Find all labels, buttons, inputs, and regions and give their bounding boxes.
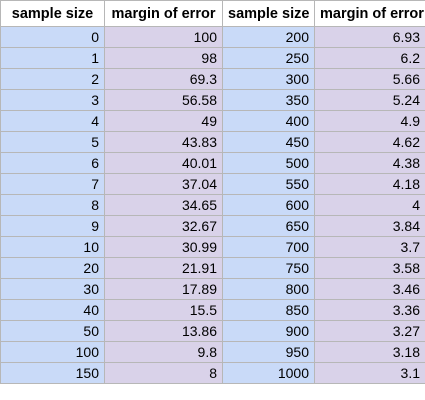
margin-of-error-cell[interactable]: 15.5: [104, 299, 223, 321]
table-row: 50 13.86 900 3.27: [0, 320, 425, 342]
sample-size-cell[interactable]: 30: [0, 278, 105, 300]
margin-of-error-cell[interactable]: 13.86: [104, 320, 223, 342]
sample-size-cell[interactable]: 600: [222, 194, 315, 216]
margin-of-error-cell[interactable]: 17.89: [104, 278, 223, 300]
margin-of-error-cell[interactable]: 6.2: [314, 47, 425, 69]
margin-of-error-cell[interactable]: 69.3: [104, 68, 223, 90]
sample-size-cell[interactable]: 3: [0, 89, 105, 111]
margin-of-error-cell[interactable]: 32.67: [104, 215, 223, 237]
sample-size-cell[interactable]: 200: [222, 26, 315, 48]
sample-size-cell[interactable]: 300: [222, 68, 315, 90]
margin-of-error-cell[interactable]: 4.18: [314, 173, 425, 195]
sample-size-cell[interactable]: 800: [222, 278, 315, 300]
margin-of-error-cell[interactable]: 3.7: [314, 236, 425, 258]
sample-size-cell[interactable]: 4: [0, 110, 105, 132]
table-row: 5 43.83 450 4.62: [0, 131, 425, 153]
margin-of-error-cell[interactable]: 37.04: [104, 173, 223, 195]
margin-of-error-cell[interactable]: 100: [104, 26, 223, 48]
margin-of-error-cell[interactable]: 5.66: [314, 68, 425, 90]
margin-of-error-cell[interactable]: 4: [314, 194, 425, 216]
table-row: 2 69.3 300 5.66: [0, 68, 425, 90]
header-sample-size-1[interactable]: sample size: [0, 0, 105, 27]
margin-of-error-cell[interactable]: 4.9: [314, 110, 425, 132]
margin-of-error-cell[interactable]: 4.62: [314, 131, 425, 153]
sample-size-cell[interactable]: 1000: [222, 362, 315, 384]
margin-of-error-cell[interactable]: 8: [104, 362, 223, 384]
margin-of-error-cell[interactable]: 3.18: [314, 341, 425, 363]
margin-of-error-cell[interactable]: 3.46: [314, 278, 425, 300]
sample-size-cell[interactable]: 550: [222, 173, 315, 195]
sample-size-cell[interactable]: 850: [222, 299, 315, 321]
sample-size-cell[interactable]: 20: [0, 257, 105, 279]
sample-size-cell[interactable]: 100: [0, 341, 105, 363]
margin-of-error-cell[interactable]: 3.84: [314, 215, 425, 237]
sample-size-cell[interactable]: 150: [0, 362, 105, 384]
margin-of-error-cell[interactable]: 3.36: [314, 299, 425, 321]
table-row: 150 8 1000 3.1: [0, 362, 425, 384]
sample-size-cell[interactable]: 700: [222, 236, 315, 258]
table-row: 100 9.8 950 3.18: [0, 341, 425, 363]
margin-of-error-cell[interactable]: 9.8: [104, 341, 223, 363]
margin-of-error-cell[interactable]: 43.83: [104, 131, 223, 153]
sample-size-cell[interactable]: 650: [222, 215, 315, 237]
spreadsheet-table: sample size margin of error sample size …: [0, 0, 425, 384]
table-row: 4 49 400 4.9: [0, 110, 425, 132]
sample-size-cell[interactable]: 9: [0, 215, 105, 237]
margin-of-error-cell[interactable]: 3.1: [314, 362, 425, 384]
header-row: sample size margin of error sample size …: [0, 0, 425, 27]
sample-size-cell[interactable]: 950: [222, 341, 315, 363]
table-row: 6 40.01 500 4.38: [0, 152, 425, 174]
sample-size-cell[interactable]: 50: [0, 320, 105, 342]
table-row: 10 30.99 700 3.7: [0, 236, 425, 258]
sample-size-cell[interactable]: 450: [222, 131, 315, 153]
margin-of-error-cell[interactable]: 49: [104, 110, 223, 132]
table-row: 9 32.67 650 3.84: [0, 215, 425, 237]
sample-size-cell[interactable]: 500: [222, 152, 315, 174]
sample-size-cell[interactable]: 40: [0, 299, 105, 321]
margin-of-error-cell[interactable]: 21.91: [104, 257, 223, 279]
header-margin-of-error-1[interactable]: margin of error: [104, 0, 223, 27]
sample-size-cell[interactable]: 350: [222, 89, 315, 111]
sample-size-cell[interactable]: 8: [0, 194, 105, 216]
margin-of-error-cell[interactable]: 56.58: [104, 89, 223, 111]
table-row: 1 98 250 6.2: [0, 47, 425, 69]
sample-size-cell[interactable]: 2: [0, 68, 105, 90]
sample-size-cell[interactable]: 750: [222, 257, 315, 279]
margin-of-error-cell[interactable]: 34.65: [104, 194, 223, 216]
margin-of-error-cell[interactable]: 4.38: [314, 152, 425, 174]
sample-size-cell[interactable]: 6: [0, 152, 105, 174]
margin-of-error-cell[interactable]: 30.99: [104, 236, 223, 258]
margin-of-error-cell[interactable]: 3.27: [314, 320, 425, 342]
table-header: sample size margin of error sample size …: [0, 0, 425, 27]
sample-size-cell[interactable]: 1: [0, 47, 105, 69]
sample-size-cell[interactable]: 10: [0, 236, 105, 258]
table-row: 40 15.5 850 3.36: [0, 299, 425, 321]
sample-size-cell[interactable]: 400: [222, 110, 315, 132]
margin-of-error-cell[interactable]: 40.01: [104, 152, 223, 174]
header-sample-size-2[interactable]: sample size: [222, 0, 315, 27]
table-row: 3 56.58 350 5.24: [0, 89, 425, 111]
table-row: 30 17.89 800 3.46: [0, 278, 425, 300]
sample-size-cell[interactable]: 900: [222, 320, 315, 342]
table-row: 20 21.91 750 3.58: [0, 257, 425, 279]
sample-size-cell[interactable]: 250: [222, 47, 315, 69]
table-row: 8 34.65 600 4: [0, 194, 425, 216]
margin-of-error-cell[interactable]: 5.24: [314, 89, 425, 111]
header-margin-of-error-2[interactable]: margin of error: [314, 0, 425, 27]
table-body: 0 100 200 6.93 1 98 250 6.2 2 69.3 300 5.66 3 56.58 35…: [0, 26, 425, 384]
table-row: 0 100 200 6.93: [0, 26, 425, 48]
margin-of-error-cell[interactable]: 6.93: [314, 26, 425, 48]
table-row: 7 37.04 550 4.18: [0, 173, 425, 195]
sample-size-cell[interactable]: 7: [0, 173, 105, 195]
margin-of-error-cell[interactable]: 3.58: [314, 257, 425, 279]
sample-size-cell[interactable]: 0: [0, 26, 105, 48]
margin-of-error-cell[interactable]: 98: [104, 47, 223, 69]
sample-size-cell[interactable]: 5: [0, 131, 105, 153]
